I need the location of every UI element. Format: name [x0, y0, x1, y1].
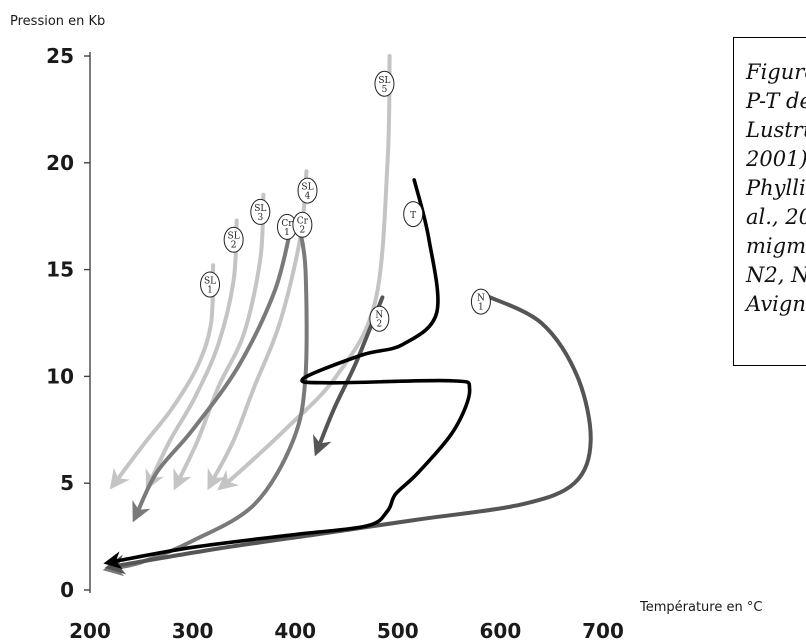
caption-line: 2001), Cretaceous — [746, 147, 806, 171]
label-oval — [223, 226, 244, 253]
label-main-text: SL — [301, 183, 313, 193]
label-main-text: SL — [204, 277, 216, 287]
x-tick-label: 300 — [172, 619, 214, 640]
path-label-n2: N2 — [369, 305, 390, 332]
path-label-n1: N1 — [470, 288, 491, 315]
caption-line: Phyllites (Cretaceous et — [746, 176, 806, 200]
pt-path-n1 — [104, 293, 593, 575]
pt-path-t — [103, 178, 472, 570]
label-sub-text: 1 — [284, 228, 290, 238]
label-main-text: Cr — [281, 219, 293, 229]
y-axis-title: Pression en Kb — [10, 14, 105, 29]
x-tick-label: 500 — [377, 619, 419, 640]
x-tick-label: 700 — [582, 619, 624, 640]
label-oval — [403, 201, 424, 228]
y-tick-label: 0 — [60, 578, 74, 602]
y-tick-label: 10 — [46, 364, 74, 388]
path-label-cr2: Cr2 — [292, 211, 313, 238]
label-main-text: SL — [228, 232, 240, 242]
pt-paths — [102, 54, 593, 577]
label-oval — [369, 305, 390, 332]
x-axis-title: Température en °C — [639, 600, 762, 615]
label-main-text: SL — [254, 204, 266, 214]
label-oval — [200, 271, 221, 298]
caption-line: P-T des unités de — [746, 89, 806, 113]
label-sub-text: 1 — [478, 303, 484, 313]
y-axis: 0 5 10 15 20 25 — [46, 44, 91, 602]
y-tick-label: 5 — [60, 471, 74, 495]
pt-path-sl2 — [145, 218, 239, 491]
x-tick-label: 600 — [480, 619, 522, 640]
path-label-sl3: SL3 — [250, 198, 271, 225]
label-sub-text: 2 — [231, 241, 237, 251]
label-sub-text: 5 — [382, 85, 388, 95]
path-label-cr1: Cr1 — [276, 213, 297, 240]
label-main-text: N — [375, 311, 383, 321]
label-oval — [470, 288, 491, 315]
label-sub-text: 2 — [300, 226, 306, 236]
caption-line: Avignon (Teynier) — [746, 292, 806, 316]
y-tick-label: 25 — [46, 44, 74, 68]
x-tick-label: 400 — [274, 619, 316, 640]
caption-line: N2, Naxos), et — [746, 263, 806, 287]
caption-line: migmatites (N1 et — [746, 234, 806, 258]
path-label-t: T — [403, 201, 424, 228]
path-label-sl4: SL4 — [297, 177, 318, 204]
label-main-text: N — [477, 294, 485, 304]
pt-path-cr1 — [132, 224, 294, 523]
figure-caption: Figure : trajets P-T des unités de Lustr… — [746, 58, 806, 319]
label-main-text: Cr — [297, 217, 309, 227]
label-sub-text: 3 — [257, 213, 263, 223]
label-oval — [250, 198, 271, 225]
y-tick-label: 15 — [46, 258, 74, 282]
figure-caption-box: Figure : trajets P-T des unités de Lustr… — [733, 37, 806, 366]
label-oval — [374, 70, 395, 97]
path-label-sl2: SL2 — [223, 226, 244, 253]
x-tick-label: 200 — [69, 619, 111, 640]
pt-path-sl3 — [173, 192, 266, 491]
path-label-sl1: SL1 — [200, 271, 221, 298]
caption-line: Lustrum (Lustrum, — [746, 118, 806, 142]
y-tick-label: 20 — [46, 151, 74, 175]
pt-path-sl1 — [109, 263, 216, 490]
caption-line: Figure : trajets — [746, 60, 806, 84]
caption-line: al., 2001) des — [746, 205, 806, 229]
label-main-text: T — [410, 211, 416, 221]
label-sub-text: 4 — [305, 192, 311, 202]
x-axis: 200 300 400 500 600 700 — [69, 619, 624, 640]
label-main-text: SL — [378, 76, 390, 86]
label-sub-text: 2 — [376, 320, 382, 330]
path-label-sl5: SL5 — [374, 70, 395, 97]
label-oval — [292, 211, 313, 238]
label-sub-text: 1 — [207, 286, 213, 296]
label-oval — [297, 177, 318, 204]
